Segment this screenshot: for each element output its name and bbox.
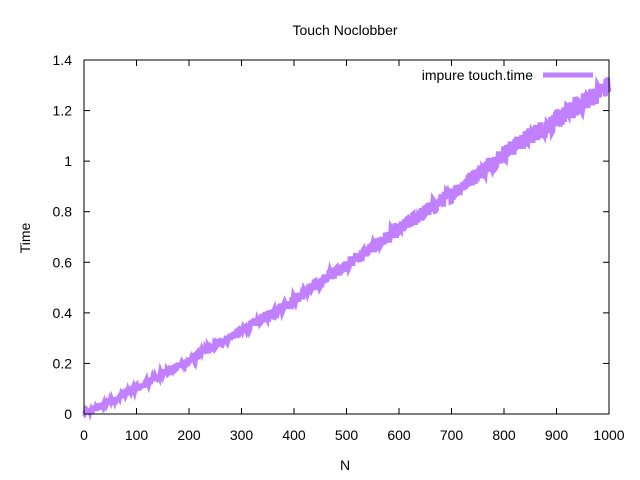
- y-tick-label: 1.2: [53, 103, 73, 119]
- x-tick-label: 0: [80, 427, 88, 443]
- y-tick-label: 0.8: [53, 204, 73, 220]
- x-tick-label: 900: [545, 427, 569, 443]
- x-tick-label: 200: [177, 427, 201, 443]
- x-tick-label: 100: [125, 427, 149, 443]
- x-tick-label: 600: [387, 427, 411, 443]
- y-axis-label: Time: [17, 222, 33, 253]
- x-tick-label: 1000: [593, 427, 624, 443]
- y-tick-label: 1.4: [53, 52, 73, 68]
- chart-title: Touch Noclobber: [292, 22, 397, 38]
- y-tick-label: 1: [64, 153, 72, 169]
- x-tick-label: 800: [492, 427, 516, 443]
- plot-frame: [83, 59, 610, 415]
- x-axis-label: N: [340, 457, 350, 473]
- legend: impure touch.time: [422, 67, 593, 83]
- series-line: [82, 75, 612, 421]
- axis-ticks: 0 100 200 300 400 500 600 700 800 900 1000 0 0.2 0.4 0…: [53, 52, 625, 443]
- y-tick-label: 0.2: [53, 355, 73, 371]
- x-tick-label: 400: [282, 427, 306, 443]
- x-tick-label: 300: [230, 427, 254, 443]
- x-tick-label: 700: [440, 427, 464, 443]
- y-tick-label: 0.4: [53, 305, 73, 321]
- x-tick-label: 500: [335, 427, 359, 443]
- legend-entry-label: impure touch.time: [422, 67, 533, 83]
- y-tick-label: 0.6: [53, 254, 73, 270]
- series-group: [82, 75, 612, 421]
- y-tick-label: 0: [64, 406, 72, 422]
